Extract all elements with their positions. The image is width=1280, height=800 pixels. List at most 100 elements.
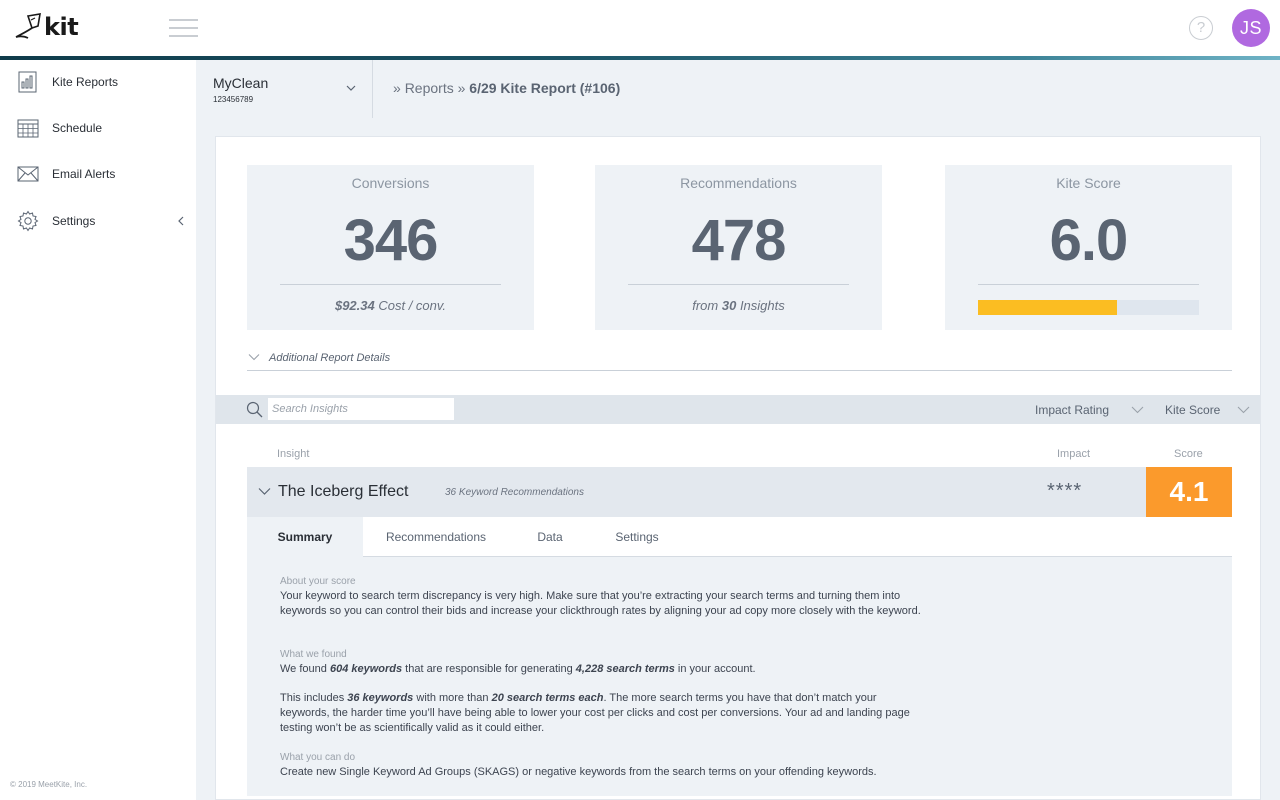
chevron-down-icon <box>258 488 271 495</box>
user-avatar[interactable]: JS <box>1232 9 1270 47</box>
what-you-can-do-section: What you can do Create new Single Keywor… <box>280 751 925 780</box>
chevron-down-icon <box>1237 406 1250 414</box>
kit-logo[interactable]: kit <box>14 12 79 42</box>
section-text: Your keyword to search term discrepancy … <box>280 590 921 617</box>
insights-toolbar: Impact Rating Kite Score <box>216 395 1260 424</box>
cost-value: $92.34 <box>334 298 375 313</box>
sidebar-item-settings[interactable]: Settings <box>0 204 196 238</box>
header-accent-line <box>0 56 1280 60</box>
chevron-down-icon <box>248 354 260 361</box>
column-header-impact: Impact <box>1057 448 1091 460</box>
column-header-insight: Insight <box>277 448 310 460</box>
sidebar-item-label: Email Alerts <box>52 167 116 181</box>
gear-icon <box>17 210 39 232</box>
section-text: We found 604 keywords that are responsib… <box>280 662 925 677</box>
sidebar-item-label: Kite Reports <box>52 75 119 89</box>
breadcrumb: » Reports » 6/29 Kite Report (#106) <box>393 80 620 96</box>
copyright-text: © 2019 MeetKite, Inc. <box>10 780 88 789</box>
insight-title: The Iceberg Effect <box>278 483 409 500</box>
text-segment: . The more search terms you have that do… <box>280 692 910 734</box>
chevron-down-icon <box>346 85 356 91</box>
account-selector[interactable]: MyClean 123456789 <box>196 60 373 118</box>
tab-data[interactable]: Data <box>537 530 563 544</box>
text-highlight: 4,228 search terms <box>575 663 675 675</box>
sidebar-item-label: Settings <box>52 214 96 228</box>
insights-count: from 30 Insights <box>595 298 882 313</box>
recommendations-title: Recommendations <box>680 175 797 191</box>
column-header-score: Score <box>1174 448 1203 460</box>
divider <box>978 284 1199 285</box>
account-id: 123456789 <box>213 95 254 104</box>
text-segment: that are responsible for generating <box>402 663 576 675</box>
menu-toggle-button[interactable] <box>169 19 198 37</box>
kite-score-value: 6.0 <box>1049 208 1129 273</box>
insight-score-badge: 4.1 <box>1146 467 1232 517</box>
section-text: Create new Single Keyword Ad Groups (SKA… <box>280 766 877 778</box>
insight-tabs: Summary Recommendations Data Settings <box>247 517 1232 557</box>
tab-settings[interactable]: Settings <box>615 530 659 544</box>
kite-score-filter[interactable]: Kite Score <box>1165 395 1255 424</box>
text-segment: in your account. <box>674 663 756 675</box>
chevron-left-icon <box>178 216 184 226</box>
additional-details-toggle[interactable]: Additional Report Details <box>247 350 1232 371</box>
section-heading: What you can do <box>280 752 356 763</box>
impact-rating-label: Impact Rating <box>1035 403 1110 417</box>
sidebar-item-label: Schedule <box>52 121 103 135</box>
what-we-found-detail: This includes 36 keywords with more than… <box>280 691 925 736</box>
kite-score-filter-label: Kite Score <box>1165 403 1221 417</box>
cost-per-conversion: $92.34 Cost / conv. <box>247 298 534 313</box>
recommendations-value: 478 <box>691 208 787 273</box>
hamburger-line <box>169 35 198 37</box>
conversions-card: Conversions 346 $92.34 Cost / conv. <box>247 165 534 330</box>
text-segment: We found <box>280 663 330 675</box>
impact-rating-filter[interactable]: Impact Rating <box>1035 395 1145 424</box>
kite-logo-icon <box>15 13 41 39</box>
chevron-down-icon <box>1131 406 1144 414</box>
account-name: MyClean <box>213 75 269 91</box>
insights-label: Insights <box>736 298 785 313</box>
breadcrumb-separator: » <box>393 80 401 96</box>
about-score-section: About your score Your keyword to search … <box>280 575 925 619</box>
sidebar-item-schedule[interactable]: Schedule <box>0 111 196 145</box>
calendar-icon <box>17 119 39 138</box>
insight-row[interactable]: The Iceberg Effect 36 Keyword Recommenda… <box>247 467 1232 517</box>
kite-score-title: Kite Score <box>1056 175 1121 191</box>
text-highlight: 604 keywords <box>329 663 403 675</box>
divider <box>280 284 501 285</box>
additional-details-label: Additional Report Details <box>269 352 391 364</box>
sidebar-item-email-alerts[interactable]: Email Alerts <box>0 157 196 191</box>
search-icon <box>246 401 263 418</box>
divider <box>628 284 849 285</box>
report-chart-icon <box>18 71 37 93</box>
insights-prefix: from <box>692 298 722 313</box>
breadcrumb-reports-link[interactable]: Reports <box>404 80 454 96</box>
tab-recommendations[interactable]: Recommendations <box>385 530 487 544</box>
tab-summary[interactable]: Summary <box>247 517 363 557</box>
impact-rating-stars: **** <box>1047 480 1083 502</box>
help-icon[interactable]: ? <box>1189 16 1213 40</box>
text-highlight: 20 search terms each <box>491 692 604 704</box>
search-insights-input[interactable] <box>268 398 454 420</box>
section-heading: About your score <box>280 576 356 587</box>
cost-label: Cost / conv. <box>374 298 447 313</box>
hamburger-line <box>169 19 198 21</box>
breadcrumb-current-page: 6/29 Kite Report (#106) <box>469 80 621 96</box>
conversions-value: 346 <box>343 208 439 273</box>
sidebar: Kite Reports Schedule Email Alerts Setti… <box>0 60 196 800</box>
breadcrumb-separator: » <box>457 80 466 96</box>
top-bar: kit ? JS <box>0 0 1280 56</box>
insight-recommendation-count: 36 Keyword Recommendations <box>445 487 584 498</box>
text-segment: This includes <box>280 692 348 704</box>
insights-value: 30 <box>721 298 737 313</box>
section-heading: What we found <box>280 649 347 660</box>
what-we-found-section: What we found We found 604 keywords that… <box>280 648 925 677</box>
text-segment: with more than <box>413 692 492 704</box>
hamburger-line <box>169 27 198 29</box>
kite-score-bar-fill <box>978 300 1118 315</box>
text-highlight: 36 keywords <box>347 692 414 704</box>
insight-summary-panel: About your score Your keyword to search … <box>247 557 1232 796</box>
kite-score-card: Kite Score 6.0 <box>945 165 1232 330</box>
logo-text: kit <box>44 13 79 41</box>
kite-score-bar <box>978 300 1199 315</box>
sidebar-item-kite-reports[interactable]: Kite Reports <box>0 65 196 99</box>
